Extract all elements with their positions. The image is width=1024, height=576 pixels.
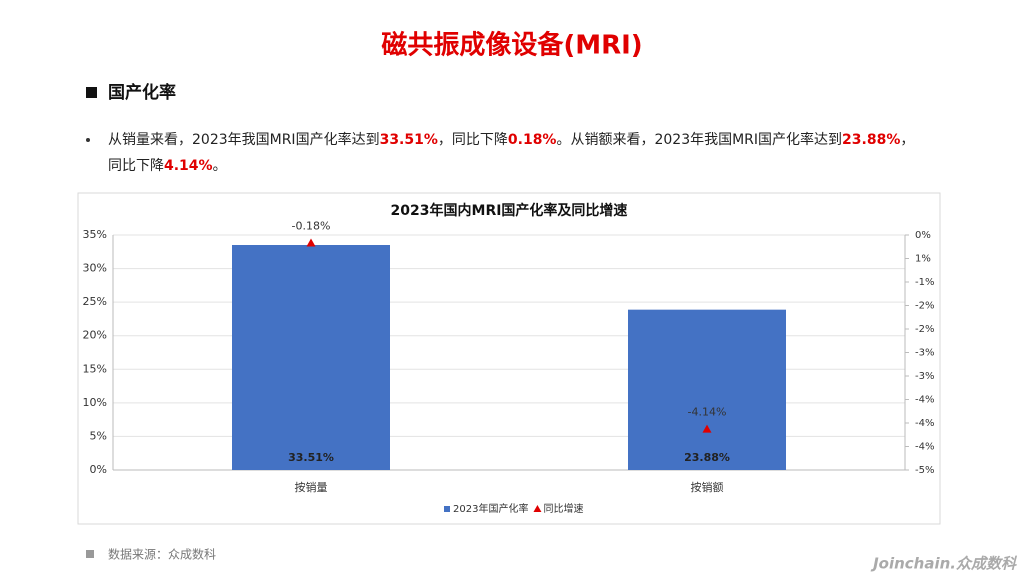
bullet	[86, 138, 90, 142]
paragraph-line: 从销量来看，2023年我国MRI国产化率达到33.51%，同比下降0.18%。从…	[108, 131, 914, 148]
text-run: 。从销额来看，2023年我国MRI国产化率达到	[556, 131, 842, 148]
y-tick-label: 10%	[83, 396, 107, 409]
y2-tick-label: -5%	[915, 465, 934, 476]
y-tick-label: 0%	[90, 463, 107, 476]
highlight: 23.88%	[842, 132, 900, 148]
heading: 国产化率	[108, 82, 176, 103]
text-run: ，同比下降	[438, 132, 508, 148]
marker	[702, 424, 712, 433]
plot: 0% 5% 10% 15% 20% 25% 30% 35% 0% 1% -1% -2% -2% -3% -3…	[83, 219, 935, 515]
y2-tick-label: -2%	[915, 324, 934, 335]
x-tick-label: 按销额	[691, 480, 724, 494]
highlight: 0.18%	[508, 132, 557, 148]
y2-tick-label: 0%	[915, 230, 931, 241]
y2-tick-label: -4%	[915, 418, 934, 429]
highlight: 33.51%	[380, 132, 438, 148]
y2-tick-label: -3%	[915, 371, 934, 382]
y2-tick-label: -4%	[915, 395, 934, 406]
text-run: ，	[900, 132, 914, 148]
data-label: 33.51%	[288, 451, 334, 464]
text-run: 。	[213, 158, 227, 174]
data-label: 23.88%	[684, 451, 730, 464]
text-run: 同比下降	[108, 158, 164, 174]
y-tick-label: 20%	[83, 329, 107, 342]
y-tick-label: 25%	[83, 295, 107, 308]
y2-tick-label: -3%	[915, 348, 934, 359]
bar	[628, 309, 786, 470]
y2-tick-label: -1%	[915, 277, 934, 288]
y2-tick-label: -4%	[915, 442, 934, 453]
data-label: -0.18%	[292, 219, 331, 232]
data-label: -4.14%	[688, 406, 727, 419]
paragraph: 从销量来看，2023年我国MRI国产化率达到33.51%，同比下降0.18%。从…	[108, 131, 914, 174]
chart-frame	[77, 192, 941, 525]
bar	[232, 245, 390, 470]
source-marker	[86, 550, 94, 558]
y-tick-label: 35%	[83, 228, 107, 241]
y2-tick-label: 1%	[915, 254, 931, 265]
heading-marker	[86, 87, 97, 98]
marker	[306, 238, 316, 247]
paragraph-line: 同比下降4.14%。	[108, 158, 227, 174]
legend-label: 同比增速	[543, 502, 583, 515]
logo: Joinchain.众成数科	[870, 555, 1018, 573]
y-tick-label: 15%	[83, 362, 107, 375]
legend-marker	[533, 505, 542, 512]
legend-swatch	[444, 506, 450, 512]
x-tick-label: 按销量	[295, 480, 328, 494]
y-tick-label: 5%	[90, 429, 107, 442]
highlight: 4.14%	[164, 158, 213, 174]
source: 数据来源：众成数科	[108, 547, 216, 562]
y-tick-label: 30%	[83, 262, 107, 275]
legend-label: 2023年国产化率	[453, 502, 528, 515]
chart-title: 2023年国内MRI国产化率及同比增速	[391, 202, 628, 219]
text-run: 从销量来看，2023年我国MRI国产化率达到	[108, 131, 380, 148]
slide-title: 磁共振成像设备(MRI)	[381, 30, 642, 61]
y2-tick-label: -2%	[915, 301, 934, 312]
